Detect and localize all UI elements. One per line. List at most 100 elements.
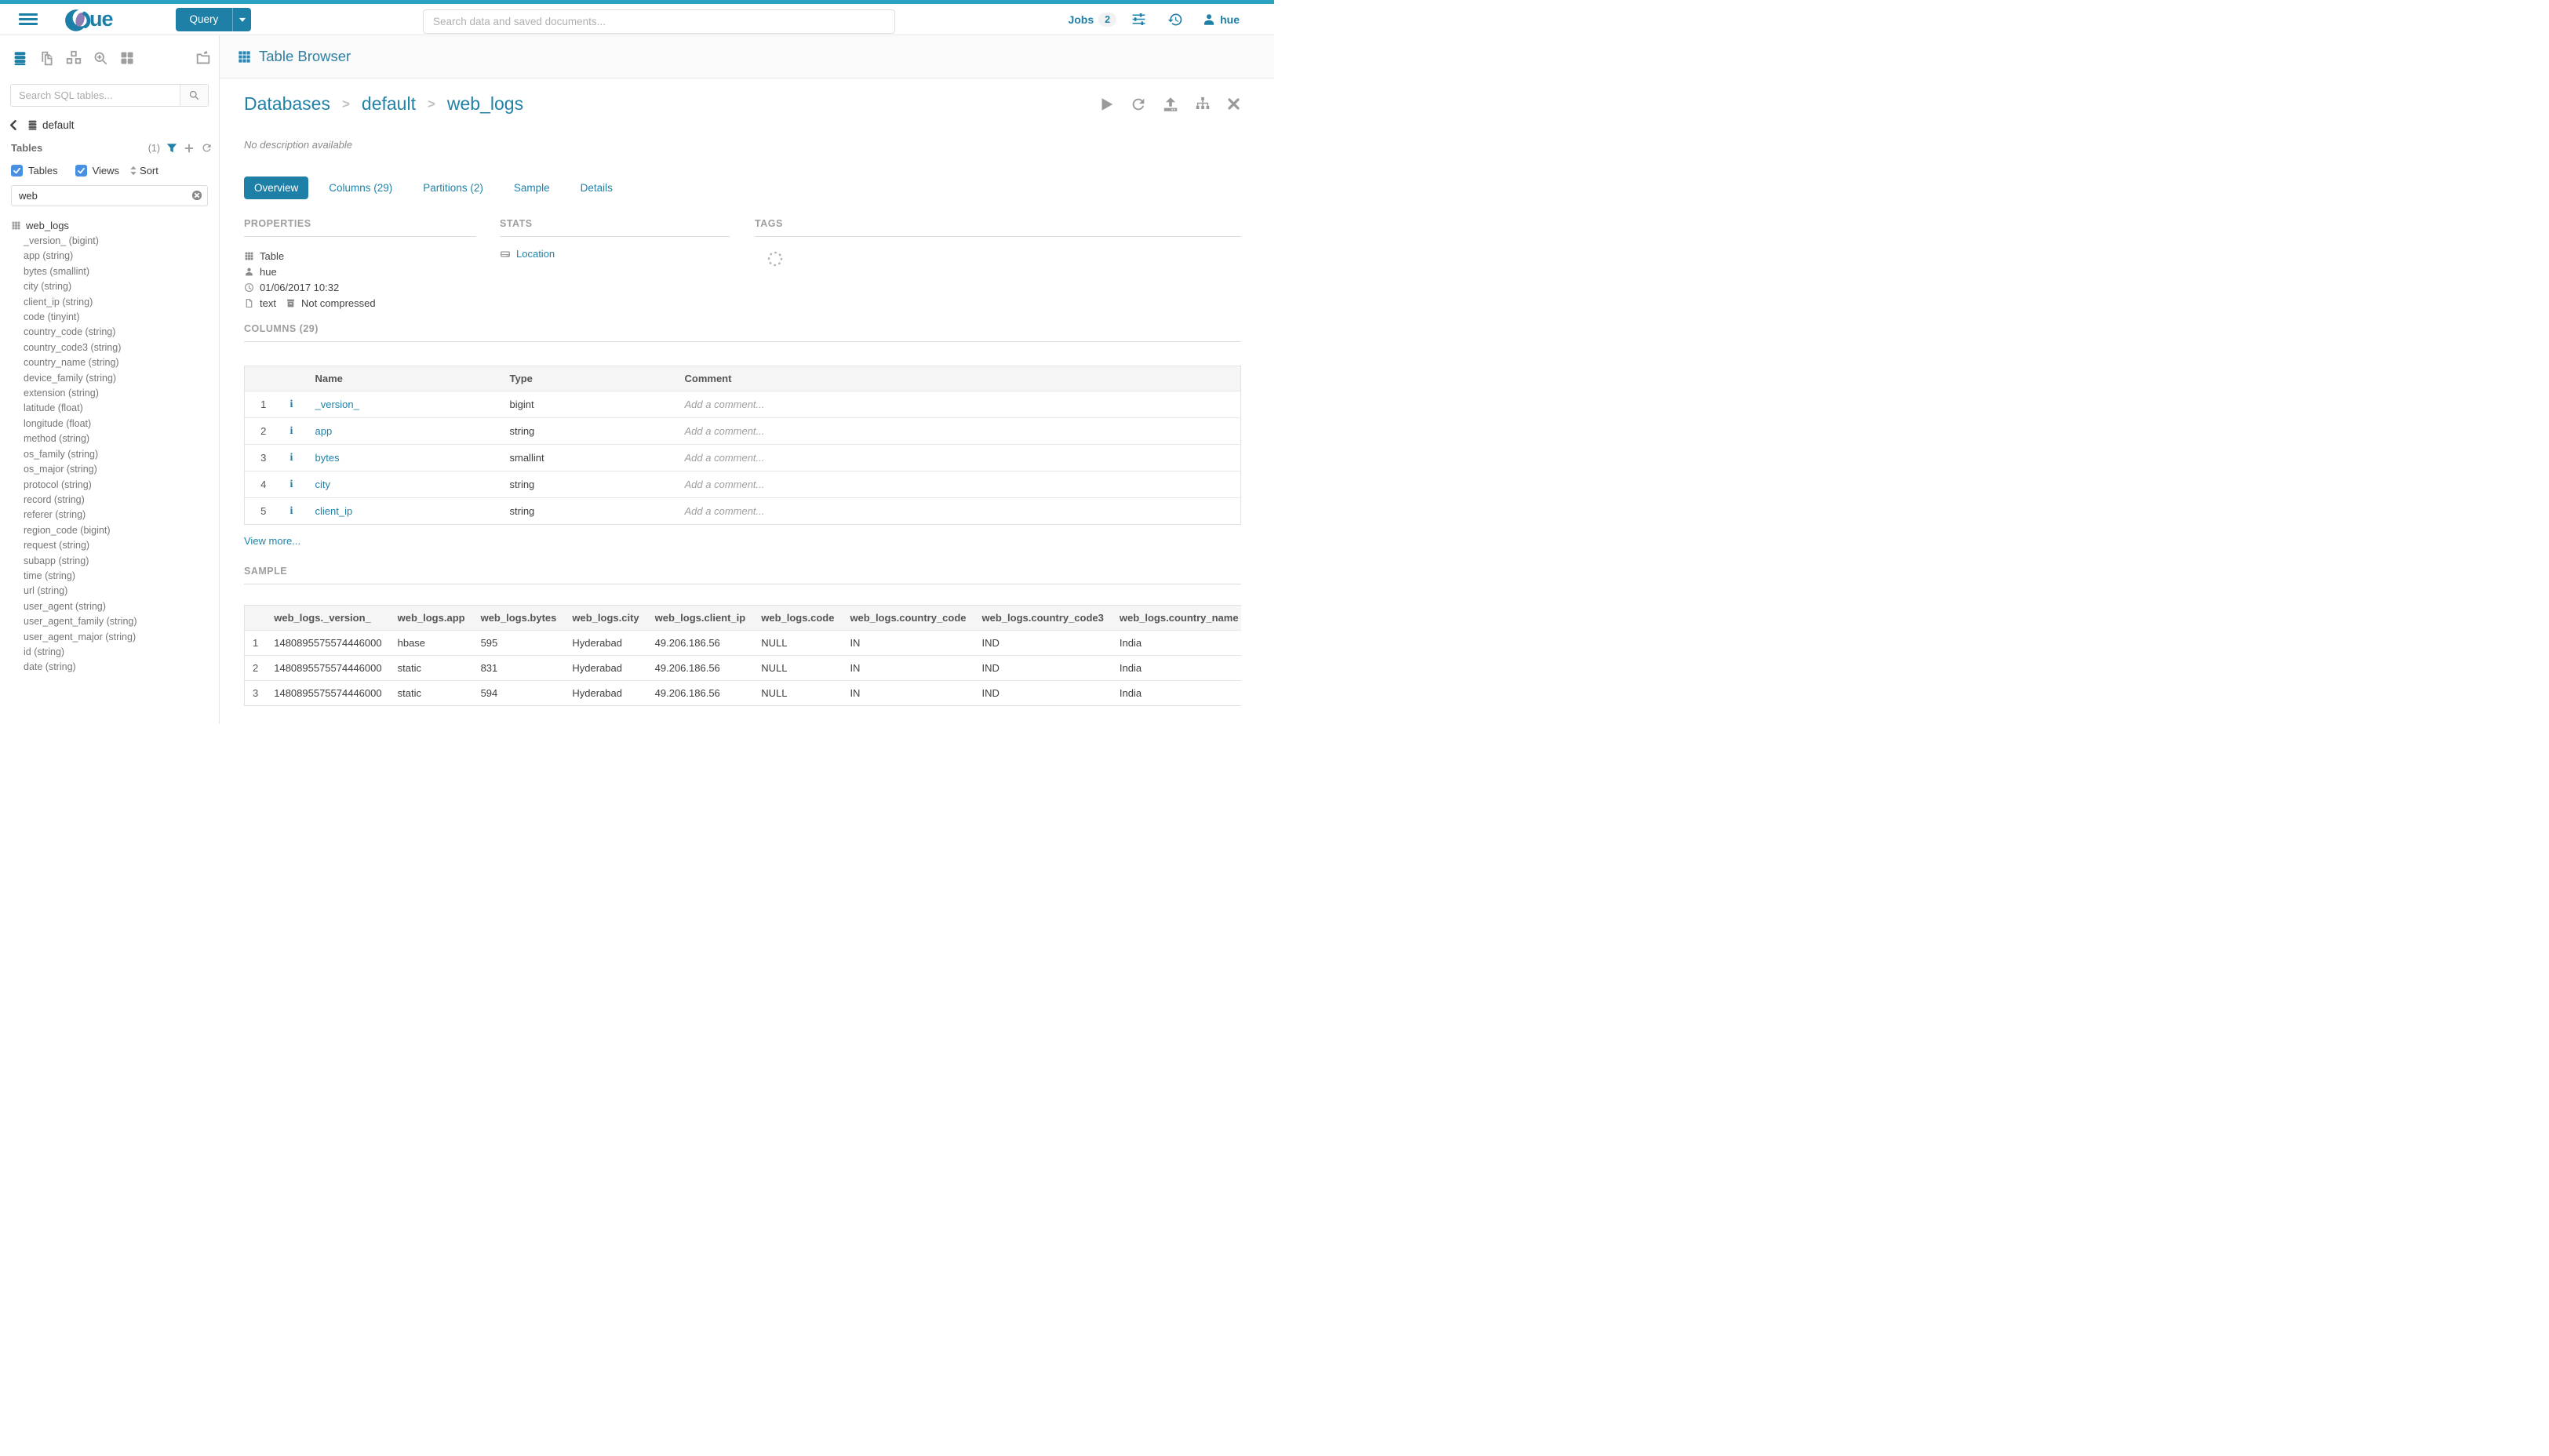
apps-grid-icon[interactable] [119,50,135,66]
tree-table-name[interactable]: web_logs [26,219,69,231]
query-dropdown-caret[interactable] [232,7,252,31]
tree-column-item[interactable]: protocol (string) [24,479,92,490]
tree-column-item[interactable]: country_code3 (string) [24,341,122,353]
sitemap-icon[interactable] [1194,96,1211,113]
sample-col-header[interactable]: web_logs.country_name [1111,605,1241,631]
tree-column-item[interactable]: method (string) [24,433,90,445]
tree-column-item[interactable]: os_family (string) [24,448,99,460]
search-icon[interactable] [180,85,208,106]
location-link[interactable]: Location [516,248,555,260]
user-menu[interactable]: hue [1202,13,1240,27]
tree-column-item[interactable]: subapp (string) [24,555,89,566]
tree-column-item[interactable]: latitude (float) [24,402,83,414]
info-icon[interactable]: i [289,452,293,464]
col-header-comment[interactable]: Comment [676,366,1241,391]
tree-column-item[interactable]: country_code (string) [24,326,116,338]
sort-control[interactable]: Sort [129,165,158,177]
comment-placeholder[interactable]: Add a comment... [684,479,765,490]
info-icon[interactable]: i [289,399,293,410]
clear-filter-icon[interactable] [191,190,202,201]
sql-assist-database-icon[interactable] [12,50,28,67]
tree-column-item[interactable]: user_agent_family (string) [24,616,137,628]
query-button[interactable]: Query [175,7,252,31]
database-name[interactable]: default [42,119,75,131]
tree-column-item[interactable]: date (string) [24,661,76,673]
zoom-search-icon[interactable] [93,50,109,67]
comment-placeholder[interactable]: Add a comment... [684,452,765,464]
add-table-icon[interactable] [184,143,195,154]
tables-checkbox[interactable] [11,165,23,177]
column-name-link[interactable]: city [315,479,331,490]
breadcrumb-databases[interactable]: Databases [244,93,330,114]
folder-icon[interactable] [195,49,212,67]
col-header-name[interactable]: Name [307,366,502,391]
global-search-input[interactable] [423,9,895,34]
sample-col-header[interactable]: web_logs.bytes [472,605,565,631]
hamburger-menu-icon[interactable] [19,11,38,27]
tree-column-item[interactable]: bytes (smallint) [24,265,90,277]
info-icon[interactable]: i [289,479,293,490]
cubes-icon[interactable] [65,49,82,67]
tree-column-item[interactable]: request (string) [24,540,90,551]
tree-column-item[interactable]: record (string) [24,493,85,505]
tree-column-item[interactable]: _version_ (bigint) [24,235,99,246]
views-checkbox[interactable] [75,165,87,177]
tree-column-item[interactable]: os_major (string) [24,464,97,475]
sample-col-header[interactable]: web_logs.city [564,605,647,631]
comment-placeholder[interactable]: Add a comment... [684,425,765,437]
tree-column-item[interactable]: app (string) [24,250,74,262]
tree-column-item[interactable]: device_family (string) [24,372,117,384]
info-icon[interactable]: i [289,425,293,437]
column-name-link[interactable]: bytes [315,452,340,464]
breadcrumb-table[interactable]: web_logs [446,93,524,114]
sample-col-header[interactable]: web_logs.country_code [842,605,974,631]
sample-col-header[interactable]: web_logs.app [389,605,473,631]
comment-placeholder[interactable]: Add a comment... [684,399,765,410]
filter-funnel-icon[interactable] [166,143,177,154]
tree-column-item[interactable]: code (tinyint) [24,311,80,323]
import-upload-icon[interactable] [1162,96,1179,113]
tab-details[interactable]: Details [580,182,613,194]
jobs-link[interactable]: Jobs [1068,13,1094,26]
hue-logo[interactable]: ue [64,5,113,34]
query-button-label[interactable]: Query [175,7,233,31]
sample-col-header[interactable]: web_logs.client_ip [646,605,754,631]
column-name-link[interactable]: client_ip [315,505,353,517]
tree-column-item[interactable]: region_code (bigint) [24,524,111,536]
close-icon[interactable] [1226,96,1241,111]
sample-col-header[interactable]: web_logs.country_code3 [974,605,1112,631]
tree-column-item[interactable]: client_ip (string) [24,296,93,308]
tree-column-item[interactable]: time (string) [24,570,75,581]
col-header-type[interactable]: Type [501,366,677,391]
info-icon[interactable]: i [289,505,293,517]
column-name-link[interactable]: _version_ [315,399,359,410]
comment-placeholder[interactable]: Add a comment... [684,505,765,517]
history-icon[interactable] [1167,12,1183,27]
tree-column-item[interactable]: longitude (float) [24,417,92,429]
tree-column-item[interactable]: referer (string) [24,509,86,521]
tree-column-item[interactable]: id (string) [24,646,65,657]
tree-column-item[interactable]: url (string) [24,585,68,597]
tree-table-item[interactable]: web_logs [0,217,219,234]
tab-partitions[interactable]: Partitions (2) [423,182,483,194]
refresh-icon[interactable] [1130,96,1147,113]
sample-table-wrap[interactable]: web_logs._version_ web_logs.app web_logs… [244,605,1241,706]
tab-sample[interactable]: Sample [513,182,550,194]
tree-column-item[interactable]: user_agent (string) [24,600,106,612]
query-play-icon[interactable] [1098,96,1115,113]
documents-icon[interactable] [38,50,55,67]
chevron-left-icon[interactable] [9,120,19,130]
table-description[interactable]: No description available [244,139,353,151]
tree-column-item[interactable]: country_name (string) [24,357,119,369]
view-more-link[interactable]: View more... [244,535,301,547]
column-name-link[interactable]: app [315,425,333,437]
sql-table-search-input[interactable] [11,85,180,106]
sample-col-header[interactable]: web_logs._version_ [266,605,390,631]
tab-columns[interactable]: Columns (29) [329,182,393,194]
tab-overview[interactable]: Overview [244,177,309,199]
refresh-tables-icon[interactable] [201,142,213,154]
tree-column-item[interactable]: city (string) [24,281,72,293]
sliders-icon[interactable] [1131,11,1147,27]
tree-column-item[interactable]: user_agent_major (string) [24,631,137,642]
sample-col-header[interactable]: web_logs.code [753,605,843,631]
